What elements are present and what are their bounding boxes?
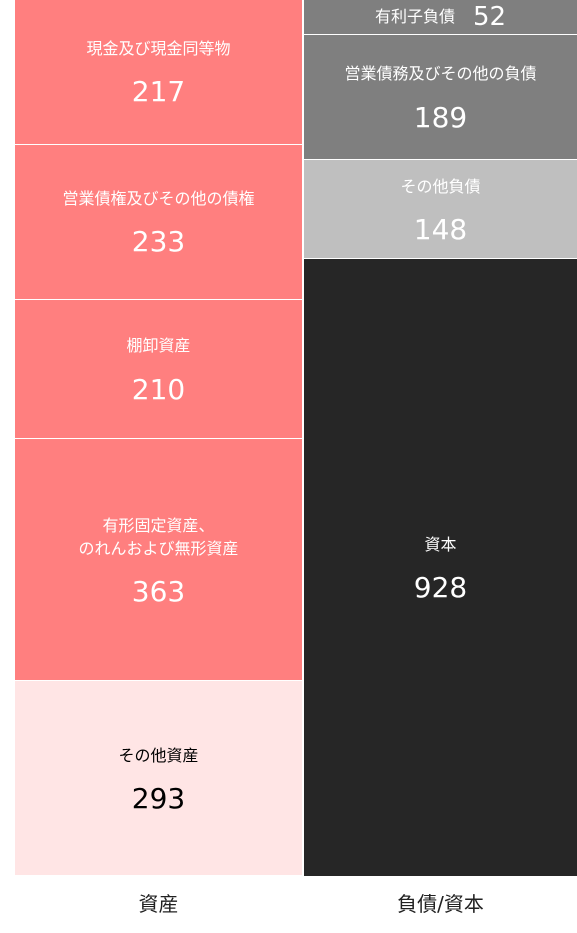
segment: 営業債権及びその他の債権 233 bbox=[15, 144, 302, 300]
segment: 有形固定資産、 のれんおよび無形資産 363 bbox=[15, 439, 302, 682]
segment-name: その他資産 bbox=[118, 745, 199, 765]
segment-name: 有形固定資産、 のれんおよび無形資産 bbox=[78, 515, 239, 558]
segment: その他資産 293 bbox=[15, 681, 302, 877]
segment: 営業債務及びその他の負債 189 bbox=[304, 34, 577, 161]
segment-value: 210 bbox=[131, 372, 186, 406]
segment: 有利子負債 52 bbox=[304, 0, 577, 35]
segment-value: 189 bbox=[413, 100, 468, 134]
segment: その他負債 148 bbox=[304, 160, 577, 260]
segment-value: 217 bbox=[131, 75, 186, 109]
segment: 現金及び現金同等物 217 bbox=[15, 0, 302, 145]
segment-name: 現金及び現金同等物 bbox=[86, 39, 231, 59]
segment-name: 有利子負債 bbox=[374, 7, 455, 27]
category-label: 資産 bbox=[138, 892, 179, 916]
segment-name: 資本 bbox=[424, 534, 457, 554]
segment-value: 148 bbox=[413, 212, 468, 246]
segment-value: 233 bbox=[131, 225, 186, 259]
segment-name: 営業債務及びその他の負債 bbox=[344, 64, 537, 84]
segment-name: 営業債権及びその他の債権 bbox=[62, 188, 255, 208]
category-label: 負債/資本 bbox=[397, 892, 484, 916]
segment-value: 52 bbox=[472, 1, 507, 32]
segment-value: 293 bbox=[131, 781, 186, 815]
segment: 資本 928 bbox=[304, 259, 577, 877]
segment-name: その他負債 bbox=[400, 176, 481, 196]
segment-value: 928 bbox=[413, 571, 468, 605]
segment-value: 363 bbox=[131, 575, 186, 609]
segment: 棚卸資産 210 bbox=[15, 299, 302, 440]
segment-name: 棚卸資産 bbox=[126, 336, 191, 356]
